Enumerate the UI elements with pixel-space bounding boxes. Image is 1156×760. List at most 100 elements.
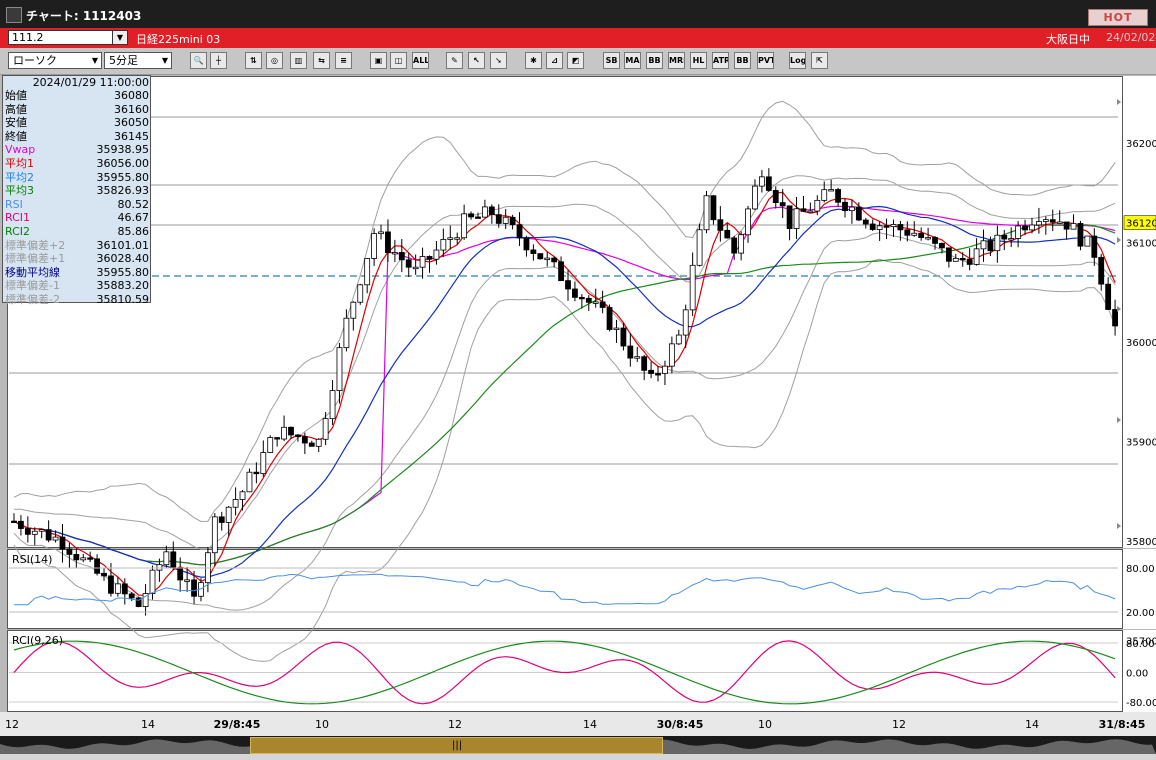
candle-body — [170, 551, 177, 569]
log-icon[interactable]: Log — [789, 52, 806, 69]
candle-body — [329, 390, 336, 420]
bar-chart-icon[interactable]: ▥ — [290, 52, 307, 69]
hl-icon[interactable]: HL — [690, 52, 707, 69]
signal-icon[interactable]: ⇆ — [313, 52, 330, 69]
candle-body — [592, 301, 599, 304]
brush-icon[interactable]: ⊿ — [546, 52, 563, 69]
bollinger-band — [14, 175, 1116, 550]
mre-icon[interactable]: MRE — [668, 52, 685, 69]
settings-icon[interactable]: ✱ — [525, 52, 542, 69]
chart-type-select[interactable]: ローソク ▼ — [8, 52, 102, 69]
cursor-icon[interactable]: ↖ — [468, 52, 485, 69]
box2-icon[interactable]: ◫ — [390, 52, 407, 69]
candle-body — [807, 210, 814, 213]
hot-button[interactable]: HOT — [1088, 9, 1148, 26]
candle-body — [419, 256, 426, 268]
chart-app-icon — [6, 7, 22, 23]
title-bar — [0, 0, 1156, 28]
time-axis-label: 12 — [5, 718, 19, 731]
ma-icon[interactable]: MA — [624, 52, 641, 69]
color-icon[interactable]: ◩ — [567, 52, 584, 69]
period-value: 5分足 — [109, 54, 138, 67]
time-axis-label: 14 — [1025, 718, 1039, 731]
rsi-line — [14, 573, 1116, 606]
candle-body — [717, 219, 724, 231]
candle-body — [274, 437, 281, 440]
time-axis-label: 30/8:45 — [657, 718, 704, 731]
axis-arrow-icon — [1117, 99, 1121, 105]
candle-body — [1029, 224, 1035, 231]
candle-body — [149, 569, 156, 594]
candle-body — [862, 219, 869, 225]
all-icon[interactable]: ALL — [412, 52, 429, 69]
time-axis-label: 10 — [758, 718, 772, 731]
price-chart-pane[interactable] — [7, 76, 1123, 548]
candle-body — [994, 234, 1001, 252]
data-window-row: 標準偏差+2 36101.01 — [5, 239, 149, 253]
candle-body — [578, 296, 585, 300]
candle-body — [537, 253, 544, 260]
candle-indicator-icon[interactable]: SB — [603, 52, 620, 69]
horizontal-scrollbar[interactable] — [0, 754, 1156, 760]
window-title: チャート: 1112403 — [26, 9, 142, 23]
candle-body — [925, 237, 931, 240]
pvt-icon[interactable]: PVT — [757, 52, 774, 69]
navigator-window[interactable] — [250, 737, 663, 754]
candle-body — [253, 471, 260, 475]
candle-body — [828, 189, 835, 192]
time-axis-label: 14 — [141, 718, 155, 731]
candle-body — [87, 557, 94, 560]
candle-body — [128, 593, 135, 599]
data-window-label: 終値 — [5, 129, 27, 143]
rci1-line — [13, 640, 1116, 705]
candle-body — [945, 247, 952, 262]
candle-body — [627, 345, 634, 359]
data-window-label: 平均1 — [5, 157, 34, 170]
candle-body — [1049, 219, 1056, 223]
data-window-row: RSI 80.52 — [5, 198, 149, 212]
data-window-value: 36050 — [114, 116, 149, 130]
chevron-down-icon[interactable]: ▼ — [112, 30, 128, 45]
kagi-icon[interactable]: BB — [734, 52, 751, 69]
price-tick: 36200 — [1126, 139, 1156, 150]
arrow-icon[interactable]: ➘ — [490, 52, 507, 69]
crosshair-icon[interactable]: ┼ — [210, 52, 227, 69]
atr-icon[interactable]: ATR — [712, 52, 729, 69]
candle-body — [468, 213, 474, 218]
pencil-icon[interactable]: ✎ — [446, 52, 463, 69]
price-tick: 36100 — [1126, 239, 1156, 250]
candle-body — [821, 189, 828, 201]
bollinger-band — [13, 100, 1116, 523]
data-window-value: 36056.00 — [96, 157, 150, 170]
instrument-name: 日経225mini 03 — [136, 33, 221, 46]
lines-icon[interactable]: ≡ — [335, 52, 352, 69]
symbol-code-input[interactable]: 111.2 — [8, 30, 124, 45]
data-window[interactable]: 2024/01/29 11:00:00 始値 36080 高値 36160 安値 3605… — [2, 75, 151, 306]
navigator-grip-icon[interactable]: ||| — [452, 740, 463, 751]
bb-icon[interactable]: BB — [646, 52, 663, 69]
data-window-value: 36101.01 — [96, 238, 150, 252]
candle-body — [426, 256, 433, 260]
box-icon[interactable]: ▣ — [370, 52, 387, 69]
candle-body — [572, 288, 578, 298]
period-select[interactable]: 5分足 ▼ — [104, 52, 172, 69]
zoom-icon[interactable]: 🔍 — [190, 52, 207, 69]
target-icon[interactable]: ◎ — [266, 52, 283, 69]
price-axis — [1123, 76, 1156, 548]
candle-body — [405, 259, 412, 268]
candle-body — [211, 516, 218, 554]
export-icon[interactable]: ⇱ — [811, 52, 828, 69]
data-window-row: RCI2 85.86 — [5, 225, 149, 239]
candle-body — [225, 506, 232, 523]
rci-pane[interactable] — [7, 630, 1123, 712]
candle-body — [668, 343, 675, 367]
data-window-row: 安値 36050 — [5, 116, 149, 130]
price-tick: 35900 — [1126, 438, 1156, 449]
candle-body — [1105, 283, 1112, 310]
candle-body — [114, 583, 121, 594]
price-tick: 36000 — [1126, 338, 1156, 349]
pattern-icon[interactable]: ⇅ — [245, 52, 262, 69]
candle-body — [987, 240, 994, 252]
candle-body — [585, 297, 592, 303]
data-window-row: 標準偏差+1 36028.40 — [5, 252, 149, 266]
